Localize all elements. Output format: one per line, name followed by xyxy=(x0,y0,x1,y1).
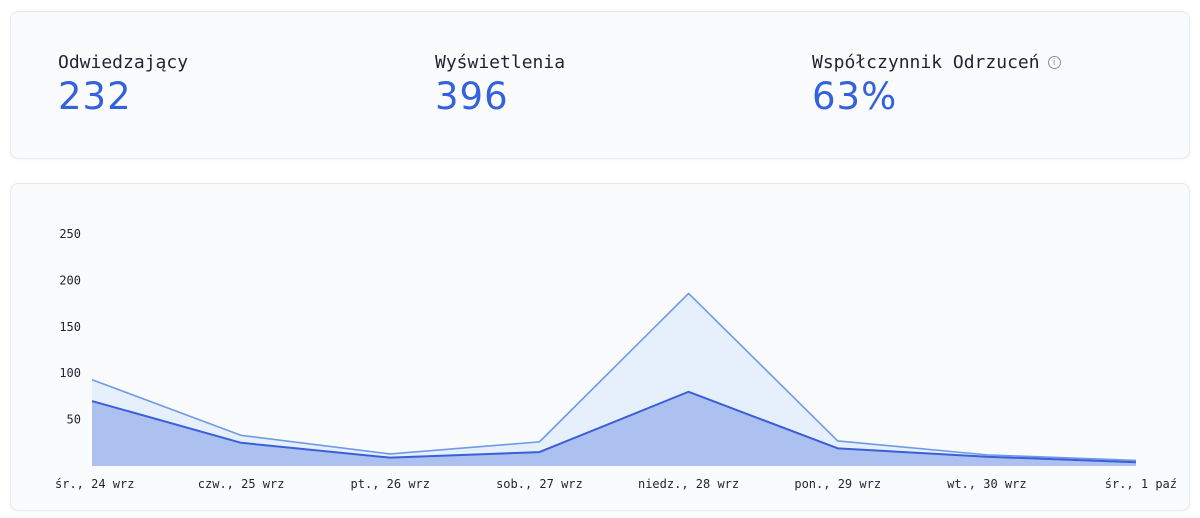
area-views xyxy=(92,293,1136,466)
line-views xyxy=(91,292,1137,462)
stat-label: Współczynnik Odrzuceń xyxy=(812,52,1040,73)
y-tick-label: 150 xyxy=(59,320,81,334)
stat-pageviews: Wyświetlenia 396 xyxy=(435,52,565,118)
stat-label: Odwiedzający xyxy=(58,52,189,73)
info-icon[interactable]: i xyxy=(1047,56,1061,69)
y-tick-label: 100 xyxy=(59,366,81,380)
y-tick-label: 200 xyxy=(59,273,81,287)
stat-visitors: Odwiedzający 232 xyxy=(58,52,188,118)
x-tick-label: sob., 27 wrz xyxy=(496,477,583,491)
x-tick-label: pt., 26 wrz xyxy=(351,477,430,491)
stats-card: Odwiedzający 232 Wyświetlenia 396 Współc… xyxy=(10,11,1190,159)
x-tick-label: wt., 30 wrz xyxy=(947,477,1026,491)
stat-label-row: Współczynnik Odrzuceń i xyxy=(812,52,1061,73)
x-tick-label: śr., 1 paź xyxy=(1105,477,1177,491)
stat-value: 232 xyxy=(58,75,132,118)
x-tick-label: niedz., 28 wrz xyxy=(638,477,739,491)
area-chart: 50 100 150 200 250 śr., 24 wrz czw., 25 wrz pt.… xyxy=(55,227,1177,491)
x-tick-label: śr., 24 wrz xyxy=(55,477,134,491)
chart-card: 50 100 150 200 250 śr., 24 wrz czw., 25 wrz pt.… xyxy=(10,183,1190,511)
x-tick-label: pon., 29 wrz xyxy=(794,477,881,491)
stat-bounce-rate: Współczynnik Odrzuceń i 63% xyxy=(812,52,1061,118)
y-tick-label: 50 xyxy=(67,413,81,427)
area-visitors xyxy=(92,391,1136,466)
stat-value: 396 xyxy=(435,75,509,118)
stat-value: 63% xyxy=(812,75,898,118)
y-tick-label: 250 xyxy=(59,227,81,241)
x-tick-label: czw., 25 wrz xyxy=(198,477,285,491)
line-visitors xyxy=(91,390,1137,464)
stat-label: Wyświetlenia xyxy=(435,52,566,73)
